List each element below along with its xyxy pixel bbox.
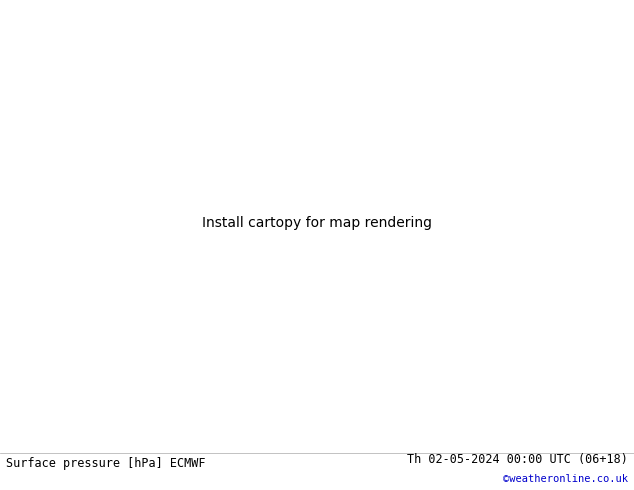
Text: Install cartopy for map rendering: Install cartopy for map rendering	[202, 216, 432, 230]
Text: ©weatheronline.co.uk: ©weatheronline.co.uk	[503, 474, 628, 484]
Text: Surface pressure [hPa] ECMWF: Surface pressure [hPa] ECMWF	[6, 457, 206, 470]
Text: Th 02-05-2024 00:00 UTC (06+18): Th 02-05-2024 00:00 UTC (06+18)	[407, 453, 628, 466]
